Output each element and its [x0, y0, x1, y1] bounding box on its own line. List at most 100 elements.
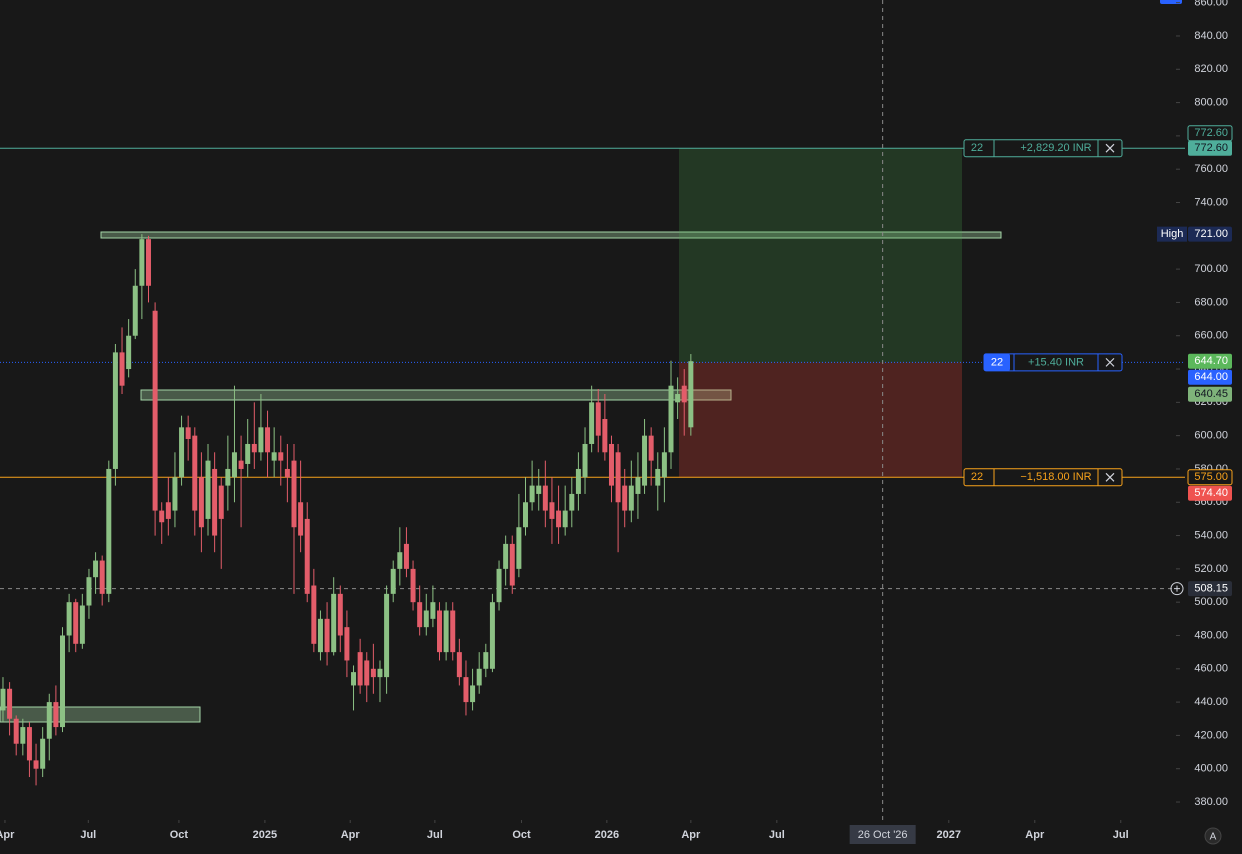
candle-body: [582, 443, 588, 478]
candle-body: [152, 310, 158, 511]
candle-body: [73, 602, 79, 644]
candle-body: [463, 677, 469, 703]
candle-body: [238, 460, 244, 469]
candle-body: [403, 543, 409, 569]
x-tick-label: Apr: [1025, 829, 1045, 841]
candle-body: [437, 610, 443, 653]
y-tick-label: 480.00: [1194, 629, 1228, 641]
target-price-outline: 772.60: [1194, 127, 1228, 139]
x-tick-label: 2025: [253, 829, 277, 841]
pill-close[interactable]: [1105, 472, 1115, 482]
candle-body: [46, 702, 52, 739]
candle-body: [668, 385, 674, 453]
candle-body: [628, 485, 634, 511]
candle-body: [265, 427, 271, 453]
pill-target[interactable]: [963, 139, 1123, 158]
candle-body: [93, 560, 99, 578]
candle-body: [139, 239, 145, 286]
high-tag-bg: [1157, 226, 1187, 242]
candle-body: [13, 718, 19, 744]
candle-body: [7, 688, 13, 719]
crosshair-price-bg: [1188, 581, 1232, 597]
y-tick-label: 380.00: [1194, 796, 1228, 808]
add-alert-icon[interactable]: [1174, 585, 1180, 592]
candle-body: [443, 610, 449, 653]
candle-body: [536, 485, 542, 494]
auto-scale-label[interactable]: A: [1210, 832, 1217, 843]
candle-body: [423, 610, 429, 628]
last-price: 644.70: [1194, 355, 1228, 367]
bid-price-bg: [1188, 386, 1232, 402]
candle-body: [112, 352, 118, 469]
candle-body: [410, 568, 416, 603]
x-tick-label: Apr: [0, 829, 15, 841]
candle-body: [284, 468, 290, 478]
pill-pnl: +15.40 INR: [1028, 356, 1084, 368]
x-tick-label: Oct: [170, 829, 189, 841]
crosshair-x-label: 26 Oct '26: [858, 829, 908, 841]
y-tick-label: 540.00: [1194, 529, 1228, 541]
pill-stop[interactable]: [963, 468, 1123, 487]
alert-badge[interactable]: [1160, 0, 1182, 4]
candle-body: [675, 394, 681, 403]
candle-body: [126, 335, 132, 370]
pill-qty: 22: [971, 142, 983, 154]
candle-body: [225, 468, 231, 486]
stop-price: 575.00: [1194, 471, 1228, 483]
candle-body: [648, 435, 654, 461]
candle-body: [40, 738, 46, 769]
last-price-bg: [1188, 353, 1232, 369]
y-tick-label: 400.00: [1194, 763, 1228, 775]
pill-qty-bg: [984, 353, 1010, 371]
profit-zone: [679, 148, 962, 363]
candle-body: [655, 468, 661, 486]
y-tick-label: 420.00: [1194, 729, 1228, 741]
candle-body: [218, 485, 224, 519]
high-tag: High: [1161, 228, 1184, 240]
candle-body: [529, 485, 535, 503]
candle-body: [331, 593, 337, 653]
high-price: 721.00: [1194, 228, 1228, 240]
candle-body: [26, 727, 32, 761]
candle-body: [608, 443, 614, 486]
candle-body: [337, 593, 343, 636]
candle-body: [304, 518, 310, 594]
candle-body: [291, 460, 297, 528]
y-tick-label: 660.00: [1194, 330, 1228, 342]
pill-pnl: −1,518.00 INR: [1020, 471, 1091, 483]
pill-close[interactable]: [1105, 143, 1115, 153]
candle-body: [390, 568, 396, 594]
candle-body: [311, 585, 317, 644]
pill-close[interactable]: [1105, 357, 1115, 367]
auto-scale-button[interactable]: [1204, 827, 1222, 845]
pill-qty: 22: [991, 356, 1003, 368]
candle-body: [205, 460, 211, 519]
candle-body: [642, 435, 648, 486]
y-tick-label: 800.00: [1194, 96, 1228, 108]
y-tick-label: 820.00: [1194, 63, 1228, 75]
candle-body: [556, 510, 562, 528]
candle-body: [351, 672, 357, 686]
candle-body: [489, 602, 495, 669]
ask-price-bg: [1188, 485, 1232, 501]
crosshair-x-label-bg: [849, 825, 916, 844]
x-tick-label: Jul: [427, 829, 443, 841]
entry-price-bg: [1188, 369, 1232, 385]
candle-body: [370, 668, 376, 678]
candle-body: [602, 418, 608, 453]
candle-body: [483, 652, 489, 669]
candle-body: [357, 652, 363, 686]
candle-body: [503, 543, 509, 569]
x-tick-label: 2027: [937, 829, 961, 841]
candle-body: [132, 285, 138, 336]
x-tick-label: Apr: [681, 829, 701, 841]
candle-body: [99, 560, 105, 594]
target-price-bg: [1188, 140, 1232, 156]
add-alert-button[interactable]: [1170, 582, 1184, 596]
candle-body: [198, 477, 204, 528]
stop-price-bg: [1187, 469, 1233, 486]
candle-body: [119, 352, 125, 386]
pill-qty: 22: [971, 471, 983, 483]
candle-body: [251, 443, 257, 453]
candle-body: [476, 668, 482, 686]
